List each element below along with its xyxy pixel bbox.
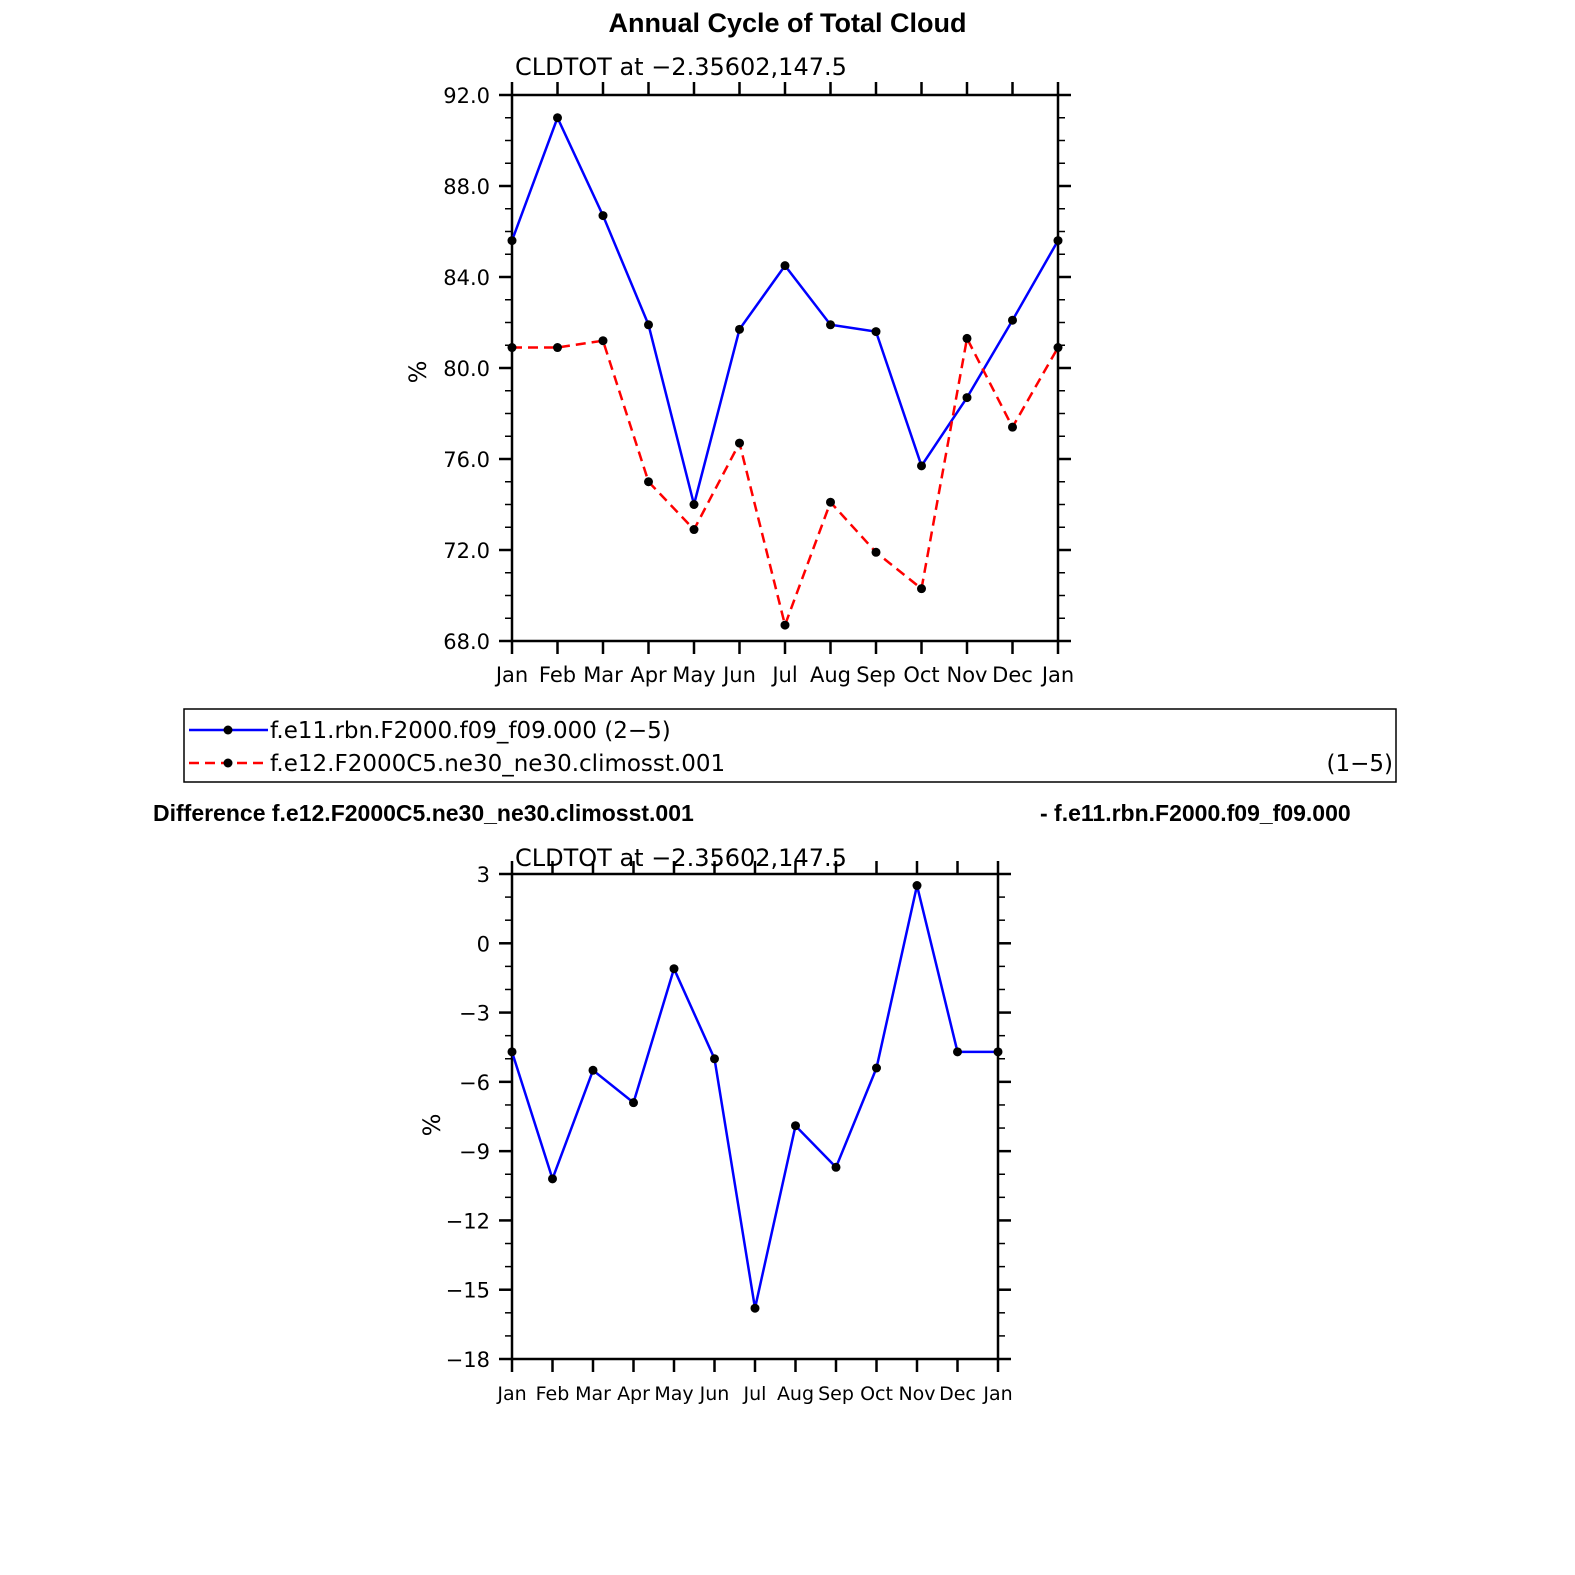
bottom-xtick-label: Sep <box>818 1383 854 1405</box>
bottom-series-1-point <box>791 1121 800 1131</box>
top-ytick-label: 68.0 <box>443 630 490 654</box>
bottom-subtitle: CLDTOT at −2.35602,147.5 <box>515 844 847 872</box>
bottom-ytick-label: −18 <box>446 1348 490 1372</box>
top-series-1-point <box>871 327 881 337</box>
bottom-series-1-point <box>872 1063 881 1073</box>
bottom-xtick-label: Oct <box>860 1383 893 1405</box>
bottom-xtick-label: Jun <box>699 1383 730 1405</box>
bottom-series-1-point <box>953 1047 962 1057</box>
top-ytick-label: 80.0 <box>443 357 490 381</box>
top-series-1-point <box>1008 315 1017 325</box>
bottom-xtick-label: Aug <box>777 1383 814 1405</box>
bottom-xtick-label: May <box>654 1383 693 1405</box>
top-series-1-point <box>1053 236 1063 246</box>
top-series-1-point <box>644 320 653 330</box>
bottom-series-1-point <box>710 1054 719 1064</box>
top-series-1-point <box>689 500 699 509</box>
top-series-1-line <box>510 114 1060 505</box>
top-xtick-label: Jan <box>494 663 528 687</box>
bottom-series-1-line <box>510 885 998 1309</box>
bottom-series-1-point <box>588 1065 598 1075</box>
difference-title-right: - f.e11.rbn.F2000.f09_f09.000 <box>1040 800 1351 826</box>
bottom-xtick-label: Apr <box>617 1383 650 1405</box>
top-series-2-point <box>644 477 653 487</box>
top-series-2-point <box>1008 422 1017 432</box>
bottom-series-1-point <box>629 1098 638 1108</box>
top-ytick-label: 88.0 <box>443 175 490 199</box>
top-series-1-point <box>735 324 744 334</box>
bottom-xtick-label: Nov <box>898 1383 935 1405</box>
top-xtick-label: Dec <box>992 663 1033 687</box>
bottom-ytick-label: −15 <box>446 1279 490 1303</box>
top-xtick-label: Jul <box>770 663 797 687</box>
bottom-xtick-label: Jan <box>982 1383 1012 1405</box>
bottom-ytick-label: 0 <box>477 932 490 956</box>
top-xtick-label: Oct <box>903 663 939 687</box>
bottom-xtick-label: Feb <box>536 1383 570 1405</box>
top-xtick-label: Mar <box>583 663 623 687</box>
top-series-1-point <box>598 211 608 221</box>
top-ytick-label: 84.0 <box>443 266 490 290</box>
legend-label-series-1: f.e11.rbn.F2000.f09_f09.000 (2−5) <box>270 718 671 744</box>
legend-label-series-2-suffix: (1−5) <box>1327 751 1393 777</box>
top-xtick-label: Nov <box>947 663 988 687</box>
bottom-xtick-label: Jul <box>743 1383 767 1405</box>
top-series-1-point <box>507 236 517 246</box>
top-series-1-point <box>780 261 790 271</box>
top-xtick-label: Jun <box>721 663 756 687</box>
top-ytick-label: 72.0 <box>443 539 490 563</box>
top-xtick-label: Feb <box>539 663 576 687</box>
top-series-2-point <box>507 343 517 353</box>
top-series-2-point <box>871 547 881 557</box>
top-series-1-point <box>553 113 562 123</box>
top-series-1-point <box>917 461 926 471</box>
bottom-ytick-label: 3 <box>477 863 490 887</box>
bottom-ytick-label: −9 <box>459 1140 490 1164</box>
bottom-xtick-label: Dec <box>939 1383 976 1405</box>
top-subtitle: CLDTOT at −2.35602,147.5 <box>515 53 847 81</box>
bottom-xtick-label: Jan <box>496 1383 526 1405</box>
bottom-series-1-point <box>750 1303 760 1313</box>
top-xtick-label: May <box>672 663 715 687</box>
top-y-axis-label: % <box>404 361 432 384</box>
top-xtick-label: Aug <box>810 663 851 687</box>
top-plot-frame <box>510 93 1060 643</box>
bottom-ytick-label: −6 <box>459 1071 490 1095</box>
bottom-series-1-point <box>912 881 922 891</box>
difference-title-left: Difference f.e12.F2000C5.ne30_ne30.climo… <box>153 800 694 826</box>
bottom-xtick-label: Mar <box>575 1383 611 1405</box>
bottom-series-1-point <box>993 1047 1003 1057</box>
legend-label-series-2: f.e12.F2000C5.ne30_ne30.climosst.001 <box>270 751 725 777</box>
top-xtick-label: Apr <box>630 663 667 687</box>
legend-marker-series-2 <box>223 758 233 768</box>
top-series-1-point <box>826 320 835 330</box>
bottom-series-1-point <box>507 1047 517 1057</box>
top-series-2-point <box>598 336 608 346</box>
bottom-series-1-point <box>831 1162 841 1172</box>
top-series-2-point <box>689 525 699 535</box>
top-series-1-point <box>962 393 972 403</box>
top-series-2-point <box>780 620 790 630</box>
top-series-2-point <box>735 438 744 448</box>
bottom-y-axis-label: % <box>418 1114 446 1137</box>
annual-cycle-chart: CLDTOT at −2.35602,147.5 % 68.0 72.0 76.0 8… <box>183 53 1397 783</box>
top-series-2-point <box>826 497 835 507</box>
top-series-2-point <box>917 584 926 594</box>
bottom-ytick-label: −3 <box>459 1002 490 1026</box>
bottom-ytick-label: −12 <box>446 1209 490 1233</box>
top-ytick-label: 76.0 <box>443 448 490 472</box>
bottom-series-1-point <box>548 1174 557 1184</box>
top-xtick-label: Jan <box>1040 663 1074 687</box>
top-series-2-point <box>553 343 562 353</box>
top-series-2-point <box>962 333 972 343</box>
chart-title: Annual Cycle of Total Cloud <box>608 8 967 38</box>
top-series-2-point <box>1053 343 1063 353</box>
top-ytick-label: 92.0 <box>443 84 490 108</box>
bottom-series-1-point <box>669 964 679 974</box>
legend-box <box>183 708 1397 783</box>
bottom-plot-frame <box>510 872 1000 1361</box>
legend-marker-series-1 <box>223 725 233 735</box>
top-xtick-label: Sep <box>856 663 896 687</box>
